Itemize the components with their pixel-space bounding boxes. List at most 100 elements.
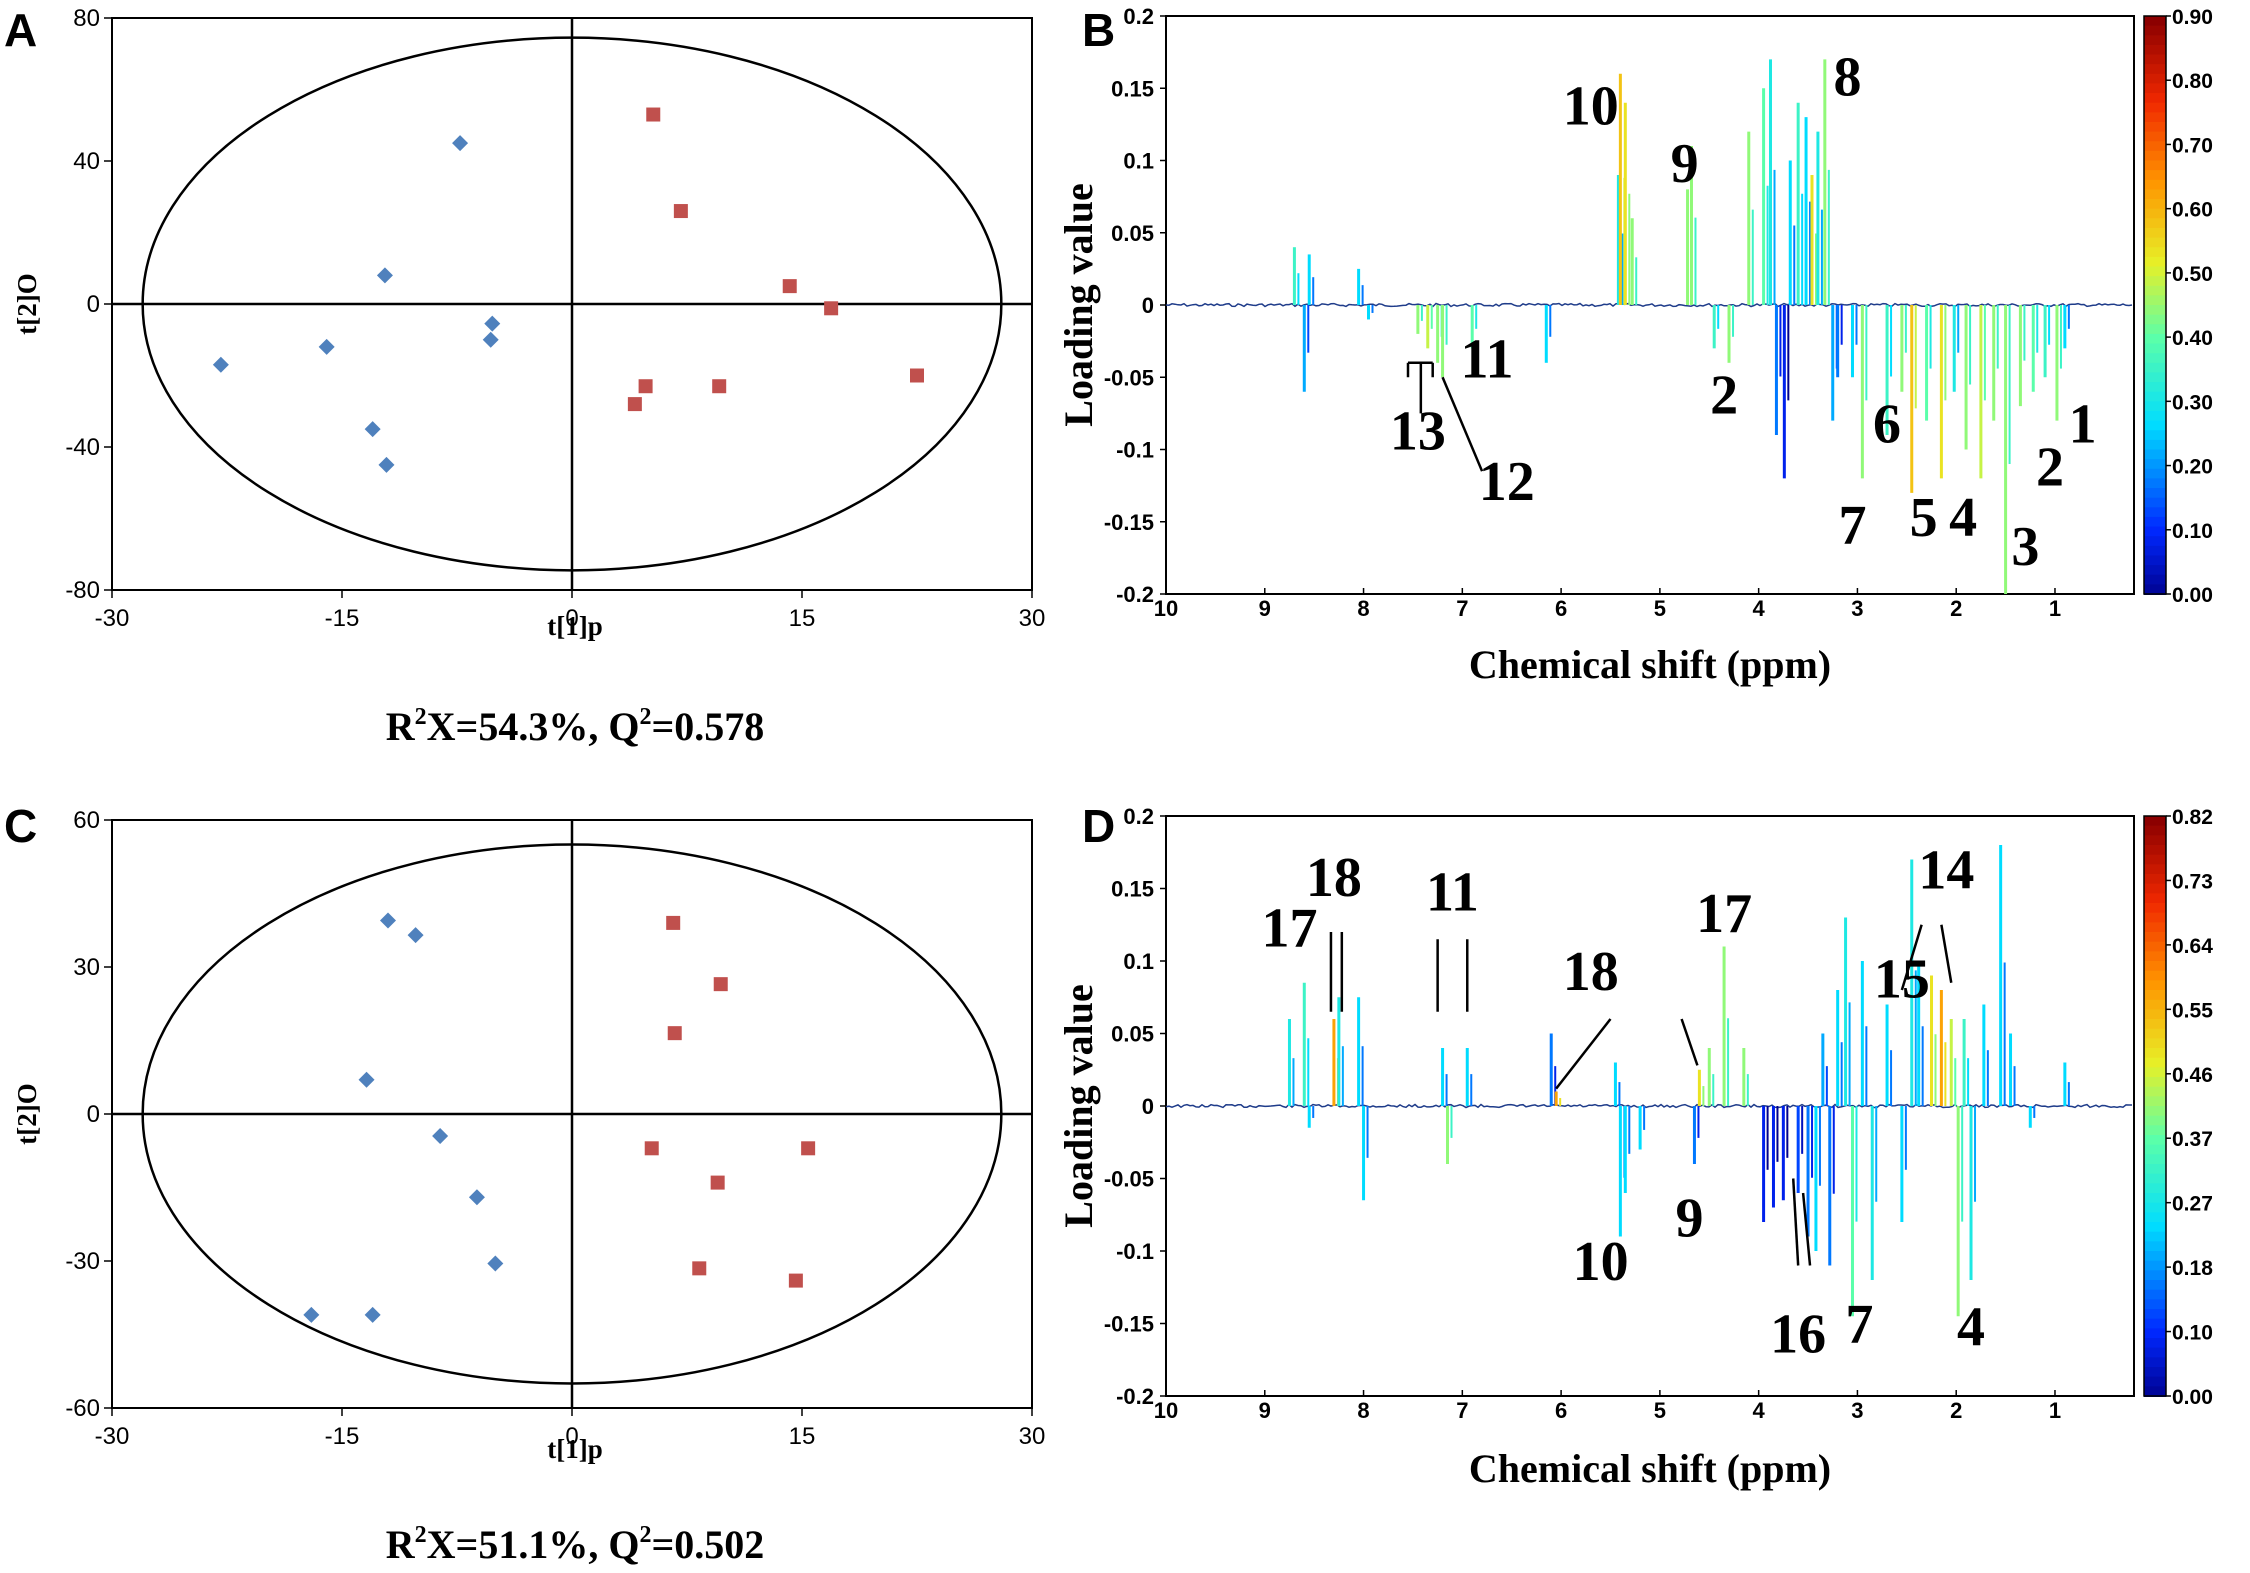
data-point-diamond <box>380 912 396 929</box>
colorbar-segment <box>2144 999 2166 1011</box>
colorbar-segment <box>2144 1057 2166 1069</box>
data-point-square <box>638 379 653 394</box>
peak-annotation: 2 <box>1710 364 1738 426</box>
y-tick-label: 0.05 <box>1111 221 1154 246</box>
colorbar-segment <box>2144 845 2166 856</box>
annotation-leader-line <box>1801 1192 1812 1266</box>
data-point-diamond <box>212 356 229 373</box>
colorbar-segment <box>2144 1251 2166 1262</box>
peak-annotation: 4 <box>1949 487 1977 549</box>
colorbar-label: 0.82 <box>2172 806 2213 829</box>
data-point-diamond <box>378 456 395 473</box>
x-tick-label: 5 <box>1654 1398 1666 1423</box>
y-tick-label: -0.1 <box>1116 1239 1154 1264</box>
x-tick-label: 5 <box>1654 596 1666 621</box>
y-tick-label: 0.1 <box>1123 949 1154 974</box>
colorbar-segment <box>2144 1028 2166 1040</box>
colorbar-segment <box>2144 459 2166 470</box>
colorbar-label: 0.73 <box>2172 870 2213 893</box>
y-tick-label: 0.05 <box>1111 1022 1154 1047</box>
x-tick-label: 10 <box>1154 1398 1178 1423</box>
colorbar-segment <box>2144 526 2166 538</box>
colorbar-segment <box>2144 237 2166 249</box>
panel-a-score-plot: A -30 -15 0 15 30 80 40 0 -40 -80 t[1]p t[2]O R2X… <box>4 4 1045 749</box>
colorbar-segment <box>2144 1096 2166 1107</box>
colorbar-segment <box>2144 83 2166 95</box>
colorbar-label: 0.37 <box>2172 1128 2213 1151</box>
data-point-square <box>710 1175 725 1190</box>
colorbar-segment <box>2144 150 2166 162</box>
x-tick-label: 6 <box>1555 1398 1567 1423</box>
x-tick-label: 3 <box>1851 1398 1863 1423</box>
x-tick-label: 0 <box>565 605 578 632</box>
data-point-square <box>692 1261 707 1276</box>
y-tick-label: -0.15 <box>1104 510 1154 535</box>
hotelling-ellipse <box>141 36 1003 572</box>
x-tick-label: 2 <box>1950 596 1962 621</box>
colorbar-segment <box>2144 555 2166 567</box>
colorbar-segment <box>2144 1212 2166 1223</box>
colorbar-segment <box>2144 912 2166 924</box>
x-tick-label: -30 <box>95 605 130 632</box>
x-tick-label: -15 <box>325 605 360 632</box>
annotation-leader-line <box>1940 924 1953 983</box>
colorbar-segment <box>2144 1376 2166 1388</box>
data-point-diamond <box>358 1071 375 1088</box>
colorbar-segment <box>2144 218 2166 229</box>
y-tick-label: 0.15 <box>1111 877 1154 902</box>
colorbar-segment <box>2144 121 2166 133</box>
colorbar-label: 0.00 <box>2172 584 2213 607</box>
colorbar-segment <box>2144 1048 2166 1059</box>
colorbar-segment <box>2144 825 2166 837</box>
colorbar-segment <box>2144 574 2166 586</box>
panel-c-ylabel: t[2]O <box>12 1083 42 1144</box>
y-tick-label: 40 <box>73 148 100 175</box>
colorbar-segment <box>2144 16 2166 27</box>
x-tick-label: 15 <box>789 605 816 632</box>
panel-b-ylabel: Loading value <box>1056 183 1101 426</box>
panel-label-a: A <box>4 4 37 56</box>
colorbar-segment <box>2144 353 2166 364</box>
colorbar-segment <box>2144 816 2166 827</box>
colorbar-segment <box>2144 179 2166 191</box>
y-tick-label: -0.1 <box>1116 438 1154 463</box>
colorbar-label: 0.46 <box>2172 1064 2213 1087</box>
colorbar-segment <box>2144 401 2166 412</box>
colorbar-segment <box>2144 864 2166 875</box>
y-tick-label: -0.05 <box>1104 1167 1154 1192</box>
x-tick-label: 15 <box>789 1423 816 1450</box>
peak-annotation: 9 <box>1676 1188 1704 1250</box>
data-point-diamond <box>318 338 335 355</box>
colorbar-segment <box>2144 276 2166 287</box>
data-point-square <box>910 368 924 383</box>
peak-annotation: 8 <box>1834 46 1862 108</box>
colorbar-segment <box>2144 903 2166 914</box>
data-point-square <box>673 204 688 219</box>
data-point-diamond <box>484 315 501 332</box>
annotation-leader-line <box>1555 1018 1612 1090</box>
colorbar-segment <box>2144 1164 2166 1175</box>
peak-annotation: 7 <box>1838 494 1866 556</box>
peak-annotation: 6 <box>1873 393 1901 455</box>
panel-a-ylabel: t[2]O <box>12 273 42 334</box>
peak-annotation: 17 <box>1696 883 1752 945</box>
colorbar-segment <box>2144 1135 2166 1146</box>
peak-annotation: 18 <box>1306 847 1362 909</box>
y-tick-label: 0.15 <box>1111 76 1154 101</box>
colorbar-segment <box>2144 1328 2166 1339</box>
colorbar-segment <box>2144 314 2166 326</box>
y-tick-label: 0 <box>87 291 100 318</box>
colorbar-label: 0.70 <box>2172 134 2213 157</box>
spectrum-baseline <box>1165 302 2133 308</box>
colorbar-segment <box>2144 333 2166 345</box>
colorbar-segment <box>2144 131 2166 143</box>
colorbar-segment <box>2144 507 2166 518</box>
x-tick-label: 30 <box>1019 1423 1046 1450</box>
colorbar-label: 0.40 <box>2172 327 2213 350</box>
colorbar-segment <box>2144 102 2166 114</box>
colorbar-segment <box>2144 25 2166 37</box>
colorbar-segment <box>2144 922 2166 933</box>
colorbar-segment <box>2144 73 2166 85</box>
